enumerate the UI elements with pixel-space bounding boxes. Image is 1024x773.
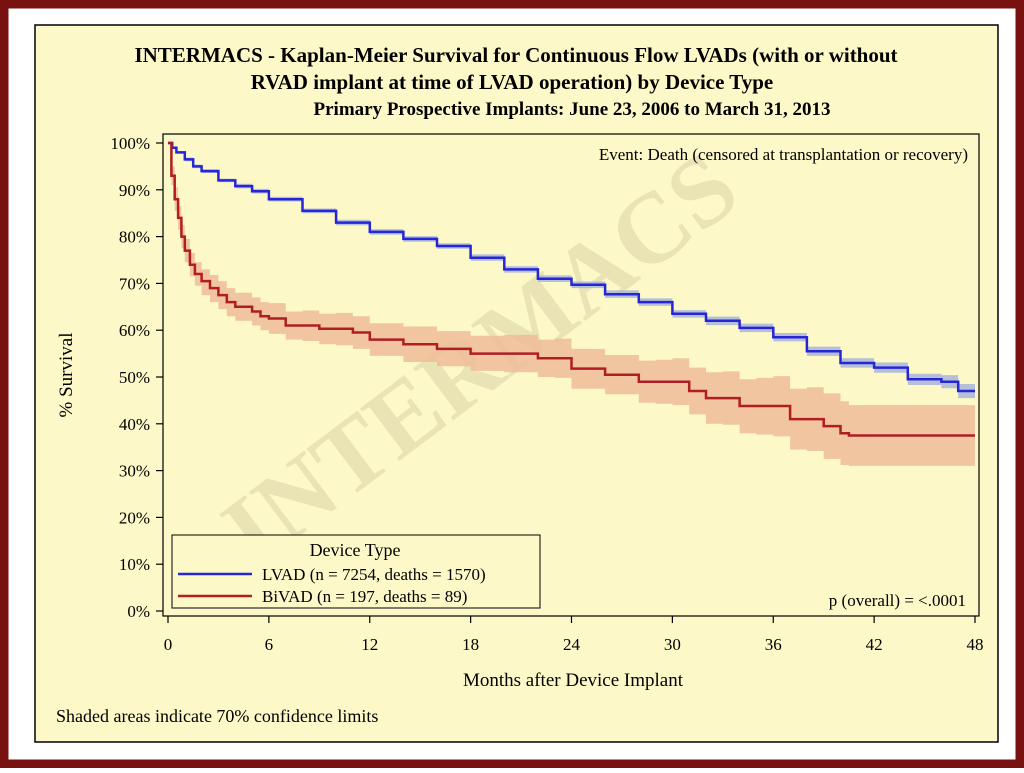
confidence-band-lvad xyxy=(168,143,975,399)
survival-line-bivad xyxy=(168,141,975,437)
y-tick-label: 90% xyxy=(119,181,150,200)
confidence-band-bivad xyxy=(168,143,975,466)
survival-line-lvad xyxy=(168,141,975,393)
y-tick-label: 100% xyxy=(110,134,150,153)
x-tick-label: 6 xyxy=(265,635,274,654)
y-axis: 0% 10% 20% 30% 40% 50% 60% 70% 80% 90% 100% xyxy=(110,134,163,621)
y-tick-label: 30% xyxy=(119,462,150,481)
legend-label-lvad: LVAD (n = 7254, deaths = 1570) xyxy=(262,565,486,584)
confidence-bands xyxy=(168,143,975,466)
chart-title-line2: RVAD implant at time of LVAD operation) … xyxy=(251,70,774,94)
y-tick-label: 60% xyxy=(119,321,150,340)
x-tick-label: 36 xyxy=(765,635,782,654)
survival-lines xyxy=(168,141,975,437)
legend: Device Type LVAD (n = 7254, deaths = 157… xyxy=(171,534,541,609)
p-value-note: p (overall) = <.0001 xyxy=(829,591,966,610)
x-tick-label: 24 xyxy=(563,635,581,654)
y-tick-label: 80% xyxy=(119,228,150,247)
y-tick-label: 50% xyxy=(119,368,150,387)
x-tick-label: 18 xyxy=(462,635,479,654)
x-tick-label: 12 xyxy=(361,635,378,654)
chart-panel xyxy=(34,24,999,743)
y-tick-label: 10% xyxy=(119,555,150,574)
x-axis: 0 6 12 18 24 30 36 42 48 xyxy=(164,616,984,654)
chart-title: INTERMACS - Kaplan-Meier Survival for Co… xyxy=(134,43,897,67)
x-tick-label: 0 xyxy=(164,635,173,654)
y-axis-label: % Survival xyxy=(56,333,77,418)
footnote: Shaded areas indicate 70% confidence lim… xyxy=(56,706,378,726)
chart-subtitle: Primary Prospective Implants: June 23, 2… xyxy=(314,99,831,120)
y-tick-label: 70% xyxy=(119,274,150,293)
event-note: Event: Death (censored at transplantatio… xyxy=(599,145,968,164)
x-tick-label: 30 xyxy=(664,635,681,654)
y-tick-label: 40% xyxy=(119,415,150,434)
x-tick-label: 42 xyxy=(866,635,883,654)
legend-label-bivad: BiVAD (n = 197, deaths = 89) xyxy=(262,587,467,606)
x-tick-label: 48 xyxy=(967,635,984,654)
y-tick-label: 20% xyxy=(119,508,150,527)
legend-title: Device Type xyxy=(310,540,401,560)
x-axis-label: Months after Device Implant xyxy=(463,670,684,691)
y-tick-label: 0% xyxy=(127,602,150,621)
